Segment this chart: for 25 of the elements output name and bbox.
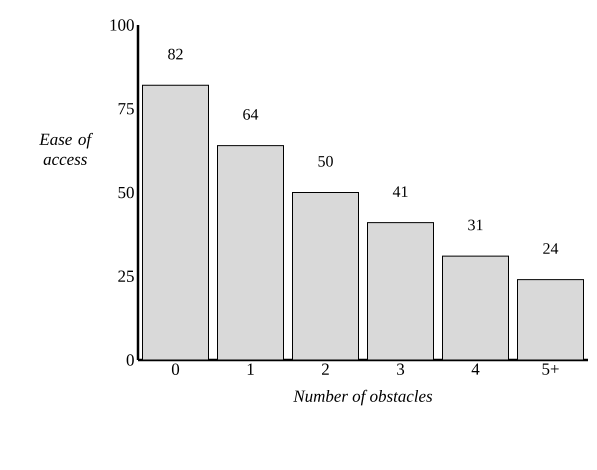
y-tick-label: 100 (110, 19, 134, 31)
y-tick-label: 50 (118, 186, 134, 198)
data-label: 41 (392, 186, 408, 197)
x-axis-title: Number of obstacles (293, 390, 432, 406)
x-tick-label: 2 (322, 364, 329, 375)
x-tick-label: 0 (172, 364, 180, 375)
x-tick-label: 3 (397, 364, 404, 375)
x-tick-label: 1 (248, 364, 254, 375)
bar (442, 256, 510, 360)
data-label: 24 (543, 243, 558, 254)
data-label: 64 (243, 109, 258, 120)
bar (292, 192, 359, 360)
x-tick-label: 5+ (542, 364, 559, 375)
bar (517, 279, 584, 360)
bar (367, 222, 434, 360)
data-label: 31 (468, 220, 483, 230)
data-label: 50 (318, 156, 333, 167)
y-axis-title: Ease of access (39, 132, 94, 165)
bar (217, 145, 284, 360)
data-label: 82 (168, 48, 183, 60)
bar (142, 84, 209, 360)
y-tick-label: 25 (118, 270, 134, 282)
x-tick-label: 4 (472, 364, 480, 375)
y-tick-label: 75 (118, 103, 134, 114)
y-tick-label: 0 (126, 354, 134, 366)
